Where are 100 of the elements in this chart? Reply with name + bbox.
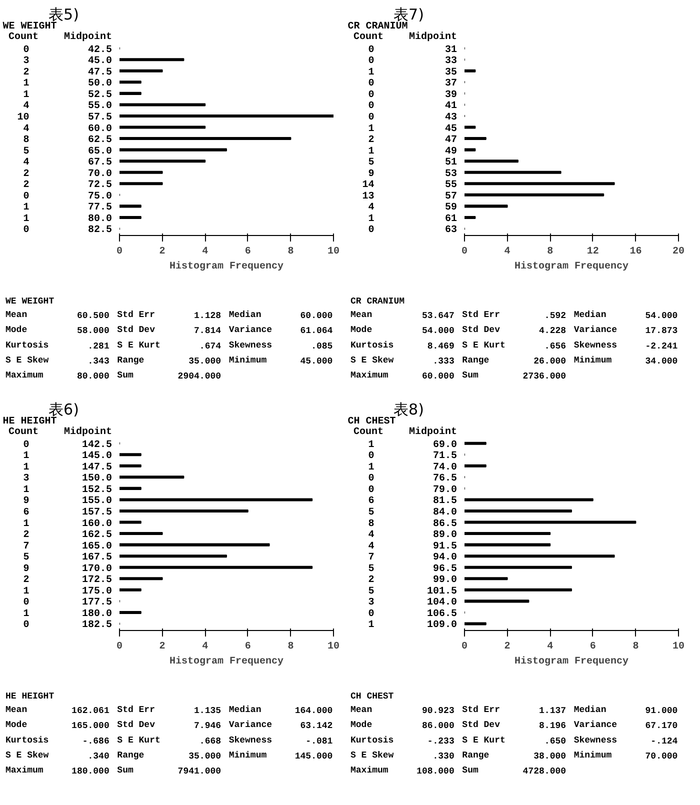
text: WE WEIGHT	[6, 296, 54, 307]
y-axis-title: Midpoint	[64, 426, 112, 438]
y-tick-label: 33	[445, 56, 458, 68]
data-label: 9	[23, 496, 30, 508]
data-label: 1	[23, 202, 30, 214]
y-tick-label: 69.0	[433, 440, 458, 451]
y-tick-label: 157.5	[82, 507, 112, 518]
x-axis-title: Histogram Frequency	[169, 260, 284, 272]
y-tick-label: 182.5	[82, 620, 112, 632]
text: Range 38.000	[462, 750, 566, 762]
data-label: 2	[368, 135, 374, 146]
text: Maximum 108.000	[350, 765, 454, 776]
text: Skewness -.081	[228, 735, 333, 746]
text: Std Dev 7.946	[117, 720, 222, 732]
data-label: 1	[23, 451, 30, 462]
y-tick-label: 99.0	[433, 575, 458, 586]
data-label: 2	[23, 67, 30, 78]
text: Std Err 1.137	[462, 705, 566, 716]
y-tick-label: 53	[445, 168, 458, 180]
data-label: 0	[368, 608, 374, 620]
y-tick-label: 82.5	[88, 225, 112, 236]
y-tick-label: 147.5	[82, 462, 112, 474]
text: Variance 63.142	[228, 720, 333, 732]
y-tick-label: 55	[445, 180, 458, 192]
y-tick-label: 51	[445, 158, 458, 169]
data-label: 2	[23, 180, 30, 192]
text: Range 35.000	[117, 355, 222, 366]
text: Range 26.000	[462, 355, 566, 366]
data-label: 0	[23, 44, 30, 56]
y-tick-label: 101.5	[427, 586, 458, 598]
data-label: 0	[368, 225, 374, 236]
text: Mean 60.500	[6, 310, 110, 322]
text: Maximum 180.000	[6, 765, 110, 776]
text: Std Err 1.135	[117, 705, 222, 716]
text: Minimum 34.000	[574, 355, 678, 366]
data-label: 1	[23, 518, 30, 530]
y-tick-label: 47	[445, 135, 458, 146]
text: Count	[8, 32, 38, 44]
y-tick-label: 41	[445, 101, 458, 112]
text: Skewness .085	[228, 340, 333, 352]
text: Kurtosis -.686	[6, 735, 110, 746]
text: S E Skew .333	[350, 355, 454, 366]
text: Maximum 80.000	[6, 370, 110, 382]
text: Median 164.000	[228, 705, 333, 716]
text: Skewness -2.241	[574, 340, 678, 352]
x-axis-title: Histogram Frequency	[514, 656, 629, 668]
y-tick-label: 77.5	[88, 202, 112, 214]
text: Kurtosis .281	[6, 340, 110, 352]
y-tick-label: 70.0	[88, 168, 112, 180]
text: HE HEIGHT	[2, 416, 57, 428]
y-tick-label: 61	[445, 214, 458, 225]
x-tick-label: 2	[159, 642, 166, 652]
data-label: 0	[23, 620, 30, 632]
y-tick-label: 84.0	[433, 507, 458, 518]
x-tick-label: 8	[288, 642, 294, 652]
y-tick-label: 35	[445, 67, 458, 78]
y-tick-label: 170.0	[82, 564, 112, 575]
data-label: 0	[23, 225, 30, 236]
y-tick-label: 45	[445, 124, 458, 135]
chart-title: 表8)	[394, 400, 424, 419]
text: Count	[353, 427, 384, 438]
data-label: 4	[368, 202, 374, 214]
text: S E Kurt .650	[462, 735, 566, 746]
x-tick-label: 6	[244, 246, 251, 258]
text: CR CRANIUM	[350, 296, 405, 307]
x-tick-label: 6	[590, 642, 596, 652]
data-label: 1	[23, 586, 30, 598]
text: Range 35.000	[117, 750, 222, 762]
text: Minimum 70.000	[574, 750, 678, 762]
data-label: 1	[23, 484, 30, 496]
text: Mean 90.923	[350, 705, 454, 716]
data-label: 1	[368, 214, 374, 225]
y-tick-label: 89.0	[433, 530, 458, 542]
x-tick-label: 4	[504, 246, 510, 258]
data-label: 1	[23, 214, 30, 225]
y-tick-label: 59	[445, 202, 458, 214]
data-label: 1	[368, 146, 374, 158]
y-tick-label: 65.0	[88, 146, 112, 158]
text: Mode 58.000	[6, 325, 110, 336]
y-axis-title: Midpoint	[409, 426, 458, 438]
text: CR CRANIUM	[348, 21, 408, 32]
y-tick-label: 145.0	[82, 451, 112, 462]
data-label: 7	[368, 552, 374, 564]
x-tick-label: 4	[202, 246, 208, 258]
text: Sum 2904.000	[117, 370, 222, 382]
data-label: 5	[23, 552, 30, 564]
y-tick-label: 81.5	[433, 496, 458, 508]
y-tick-label: 57	[445, 191, 458, 202]
data-label: 8	[23, 135, 30, 146]
text: WE WEIGHT	[2, 21, 57, 32]
data-label: 5	[368, 564, 374, 575]
text: Variance 61.064	[228, 325, 333, 336]
y-tick-label: 52.5	[88, 90, 112, 101]
x-tick-label: 0	[116, 642, 123, 652]
x-tick-label: 10	[328, 642, 340, 652]
data-label: 0	[368, 484, 374, 496]
text: HE HEIGHT	[6, 692, 54, 702]
text: CH CHEST	[348, 416, 396, 428]
y-tick-label: 142.5	[82, 440, 112, 451]
x-tick-label: 2	[159, 246, 166, 258]
